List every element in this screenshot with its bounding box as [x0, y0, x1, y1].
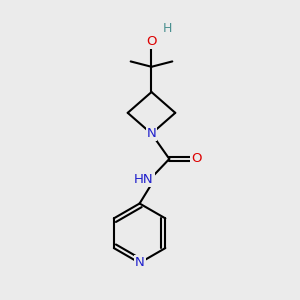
Text: N: N — [147, 127, 156, 140]
Text: H: H — [163, 22, 172, 34]
Text: O: O — [146, 35, 157, 48]
Text: O: O — [191, 152, 201, 165]
Text: N: N — [135, 256, 145, 269]
Text: HN: HN — [134, 173, 154, 186]
